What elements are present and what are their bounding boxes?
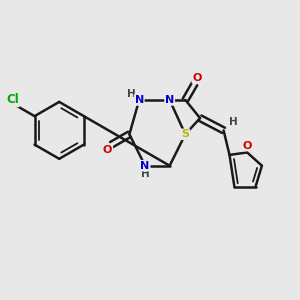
Text: N: N: [140, 161, 150, 171]
Text: S: S: [181, 129, 189, 139]
Text: O: O: [103, 145, 112, 154]
Text: Cl: Cl: [6, 93, 19, 106]
Text: H: H: [229, 116, 238, 127]
Text: N: N: [135, 95, 144, 105]
Text: O: O: [192, 73, 202, 83]
Text: H: H: [141, 169, 149, 179]
Text: O: O: [242, 141, 252, 151]
Text: N: N: [165, 95, 174, 105]
Text: H: H: [127, 88, 136, 99]
